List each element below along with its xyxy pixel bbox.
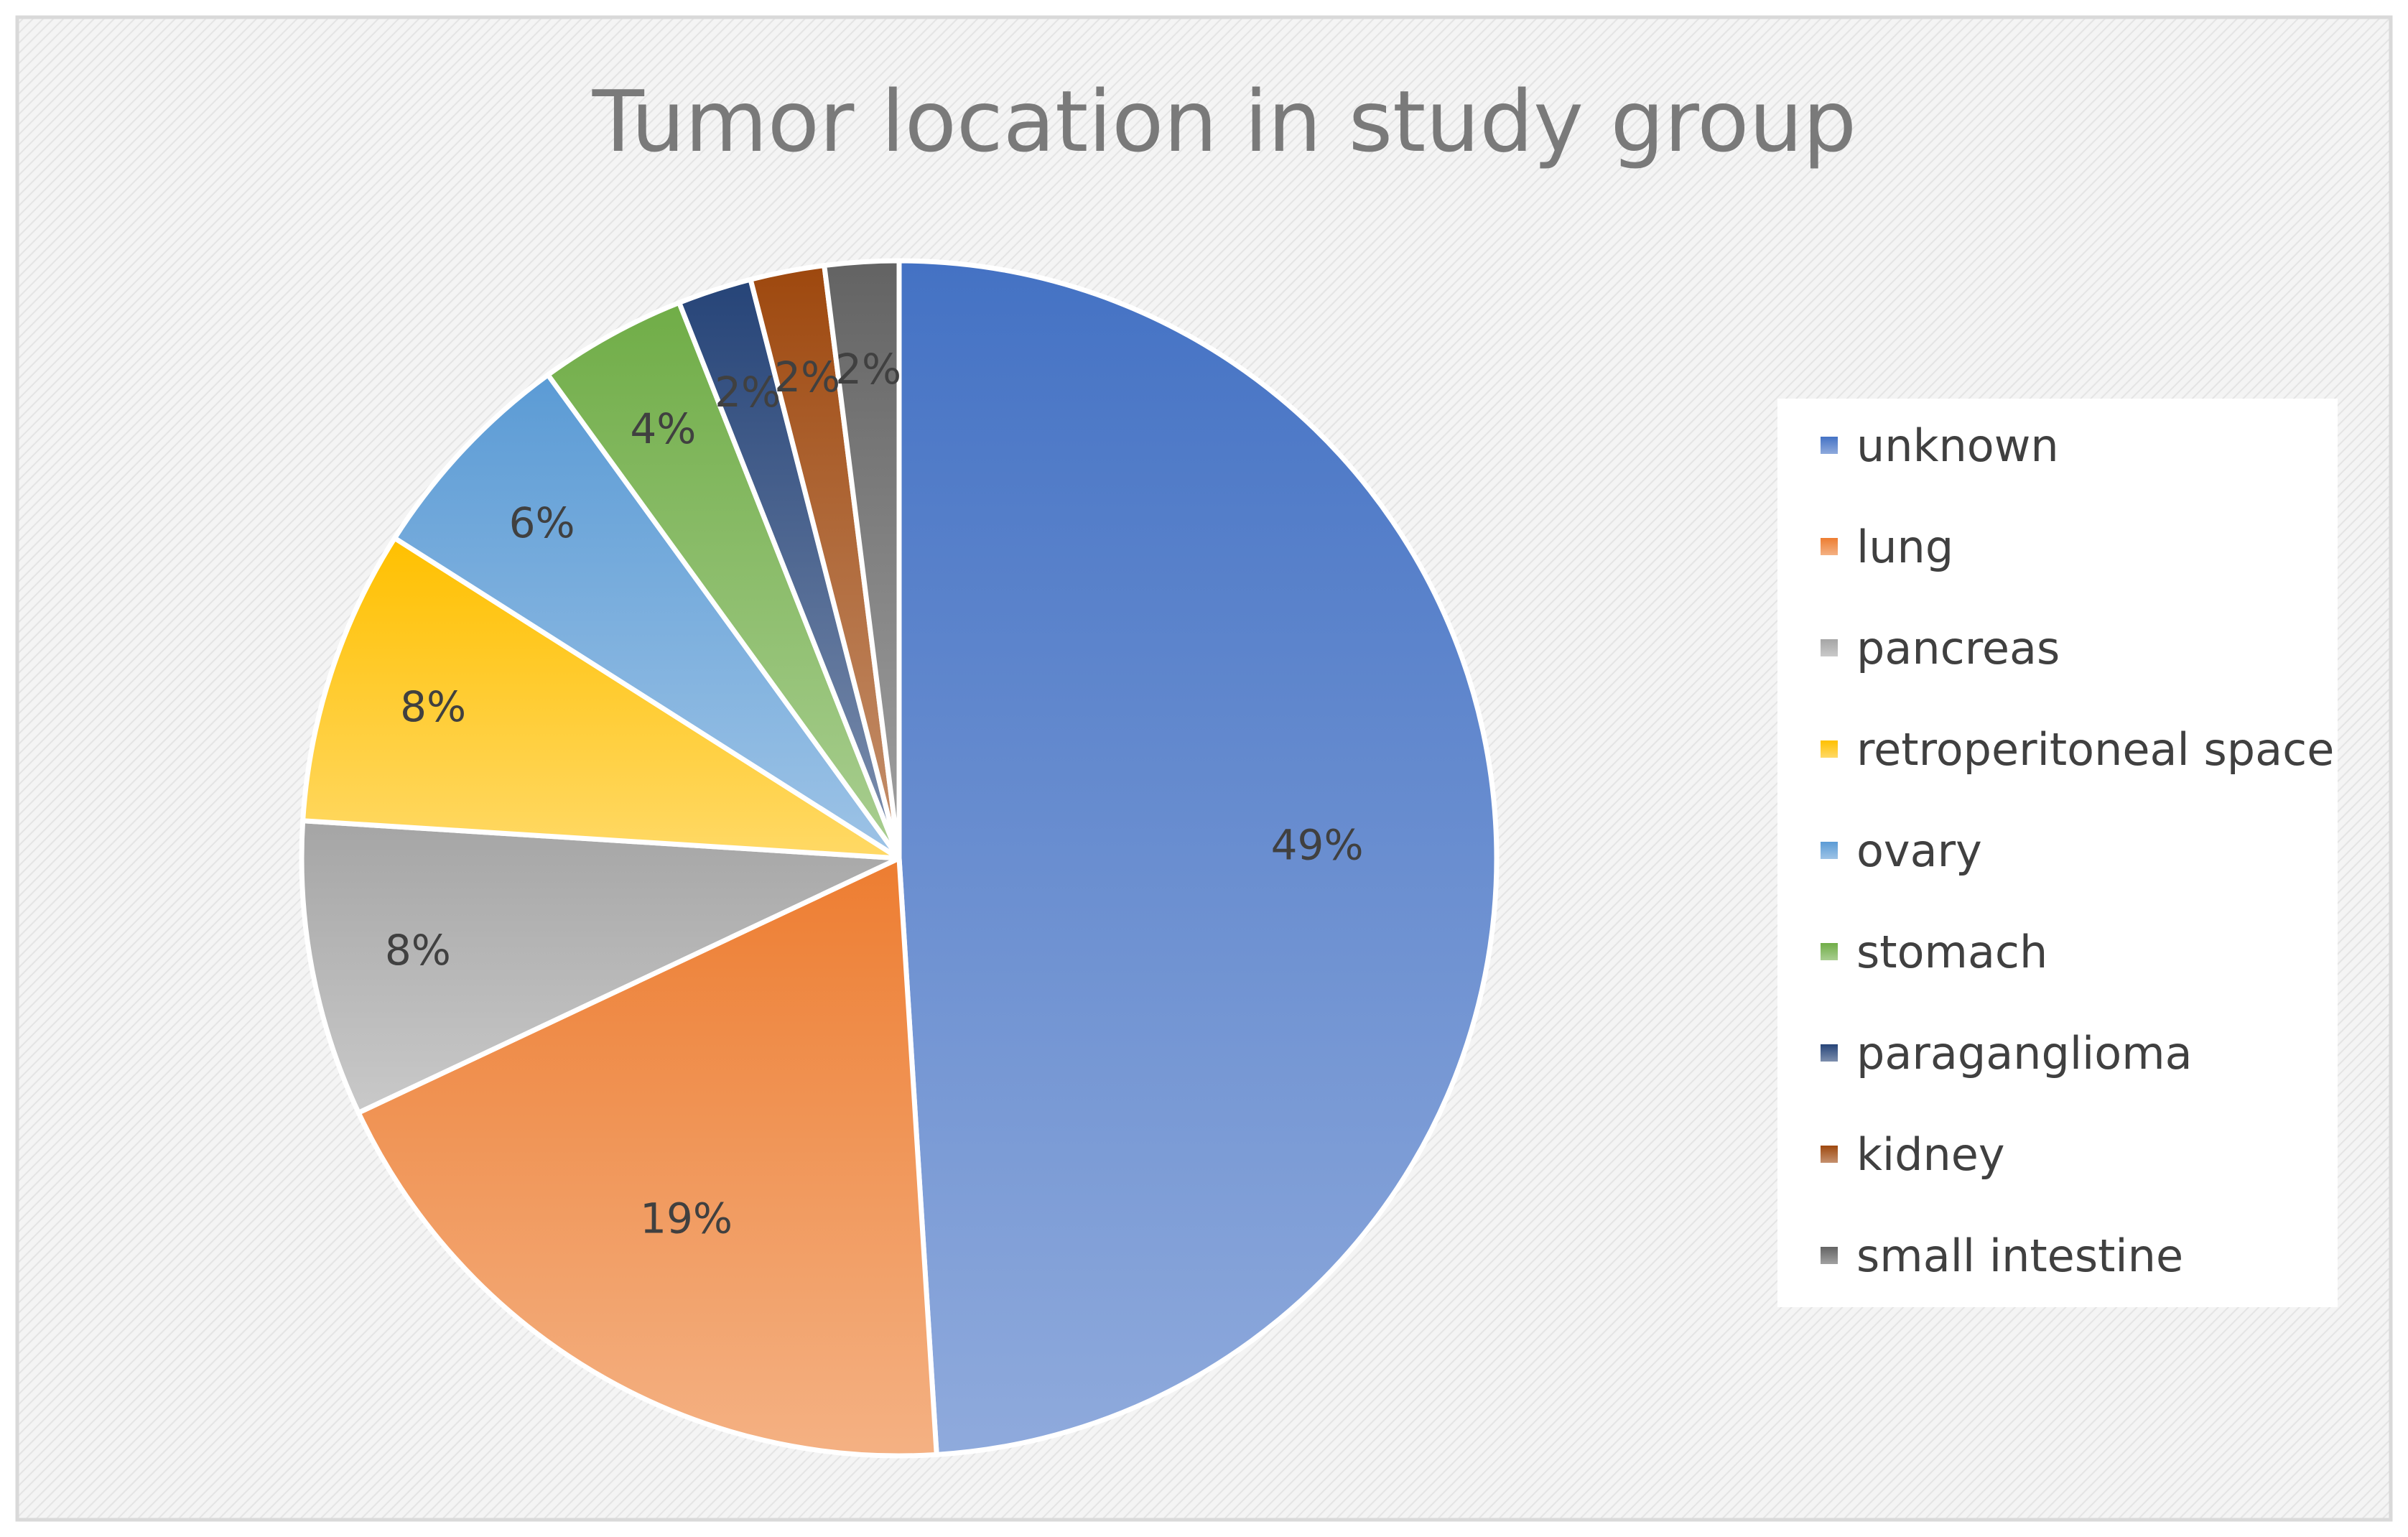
data-label-stomach: 4% [630, 404, 696, 453]
legend-label-ovary: ovary [1856, 825, 1982, 877]
pie-slice-pancreas [299, 818, 902, 1115]
legend-label-lung: lung [1856, 521, 1953, 573]
chart-title: Tumor location in study group [592, 72, 1856, 171]
legend-label-unknown: unknown [1856, 419, 2059, 472]
pie-slice-ovary [392, 372, 902, 861]
legend-swatch-paraganglioma [1821, 1044, 1838, 1062]
data-label-pancreas: 8% [385, 926, 451, 975]
data-labels: 49%19%8%8%6%4%2%2%2% [385, 345, 1364, 1243]
legend-label-pancreas: pancreas [1856, 622, 2060, 674]
legend-swatch-small-intestine [1821, 1247, 1838, 1264]
legend-swatch-ovary [1821, 842, 1838, 859]
legend-label-small-intestine: small intestine [1856, 1230, 2183, 1282]
pie-slice-retroperitoneal-space [300, 535, 902, 861]
pie-slice-lung [355, 855, 939, 1459]
legend-swatch-unknown [1821, 437, 1838, 454]
legend-label-kidney: kidney [1856, 1128, 2005, 1181]
data-label-small-intestine: 2% [835, 345, 901, 394]
legend-swatch-retroperitoneal-space [1821, 740, 1838, 758]
pie-slices [299, 258, 1500, 1459]
data-label-ovary: 6% [509, 498, 575, 547]
legend-label-retroperitoneal-space: retroperitoneal space [1856, 723, 2334, 776]
data-label-kidney: 2% [774, 353, 840, 401]
pie-slice-stomach [545, 299, 902, 861]
legend-swatch-stomach [1821, 943, 1838, 960]
legend-label-paraganglioma: paraganglioma [1856, 1027, 2193, 1079]
legend-swatch-pancreas [1821, 639, 1838, 656]
data-label-retroperitoneal-space: 8% [400, 682, 466, 731]
legend: unknown lung pancreas retroperitoneal space… [1821, 419, 2334, 1282]
data-label-paraganglioma: 2% [715, 368, 781, 417]
legend-background [1777, 399, 2338, 1307]
pie-slice-unknown [896, 258, 1500, 1457]
legend-swatch-kidney [1821, 1146, 1838, 1163]
legend-label-stomach: stomach [1856, 926, 2047, 978]
data-label-unknown: 49% [1271, 821, 1364, 870]
data-label-lung: 19% [640, 1194, 733, 1243]
legend-swatch-lung [1821, 538, 1838, 555]
pie-slice-small-intestine [822, 258, 902, 861]
